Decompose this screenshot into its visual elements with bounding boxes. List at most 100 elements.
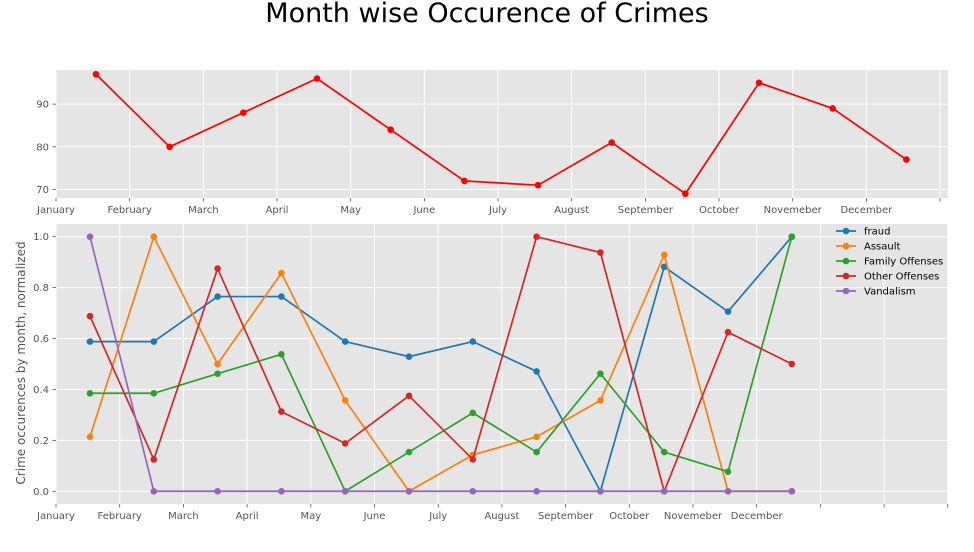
legend-label-fraud: fraud (864, 227, 890, 238)
y-tick-label: 90 (36, 100, 49, 111)
assault-point (597, 397, 604, 404)
series-point (903, 156, 910, 163)
vandalism-point (278, 487, 285, 495)
fraud-point (533, 368, 540, 375)
other-offenses-point (533, 233, 540, 241)
vandalism-point (788, 487, 796, 495)
y-axis-label: Crime occurences by month, normalized (14, 241, 28, 484)
legend-label-family-offenses: Family Offenses (864, 257, 943, 268)
x-tick-label: July (488, 205, 507, 216)
x-tick-label: April (266, 205, 289, 216)
family-offenses-point (278, 351, 285, 358)
vandalism-point (469, 487, 477, 495)
vandalism-point (214, 487, 221, 495)
legend-marker-assault (842, 242, 850, 250)
x-tick-label: January (36, 511, 75, 522)
vandalism-point (660, 487, 668, 495)
y-tick-label: 0.6 (33, 334, 49, 345)
y-tick-label: 80 (36, 142, 49, 153)
vandalism-point (150, 487, 158, 495)
vandalism-point (724, 487, 732, 495)
x-tick-label: June (412, 205, 435, 216)
x-tick-label: June (363, 511, 386, 522)
other-offenses-point (597, 249, 604, 256)
assault-point (278, 269, 285, 277)
other-offenses-point (724, 328, 732, 336)
family-offenses-point (724, 468, 732, 475)
vandalism-point (597, 487, 604, 495)
fraud-point (405, 353, 413, 360)
figure-title: Month wise Occurence of Crimes (265, 0, 708, 29)
assault-point (660, 251, 668, 259)
x-tick-label: February (98, 511, 142, 522)
fraud-point (469, 338, 477, 345)
series-point (313, 75, 321, 82)
other-offenses-point (405, 392, 413, 400)
series-point (92, 70, 100, 78)
x-tick-label: October (699, 205, 740, 216)
family-offenses-line (90, 236, 793, 493)
other-offenses-point (150, 456, 158, 463)
x-tick-label: August (484, 511, 519, 522)
fraud-point (150, 338, 158, 345)
x-tick-label: September (538, 511, 594, 522)
fraud-line (90, 236, 793, 493)
legend-label-other-offenses: Other Offenses (864, 272, 939, 283)
series-point (682, 190, 689, 198)
legend-marker-family-offenses (842, 257, 850, 265)
x-tick-label: December (731, 511, 784, 522)
x-tick-label: May (300, 511, 321, 522)
family-offenses-point (86, 389, 94, 397)
series-point (534, 181, 542, 189)
vandalism-line (89, 236, 792, 493)
x-tick-label: September (618, 205, 674, 216)
other-offenses-point (341, 440, 349, 447)
other-offenses-point (86, 312, 94, 320)
family-offenses-point (469, 409, 477, 417)
vandalism-point (86, 233, 94, 241)
other-offenses-point (214, 265, 221, 272)
fraud-point (341, 338, 349, 345)
family-offenses-point (214, 370, 221, 377)
bottom-chart: January February March April May June July Augu… (33, 224, 949, 522)
series-point (755, 79, 763, 87)
assault-point (214, 360, 221, 368)
family-offenses-point (788, 233, 796, 241)
legend-marker-other-offenses (842, 272, 850, 280)
fraud-point (214, 293, 221, 300)
y-tick-label: 0.2 (33, 436, 49, 447)
x-tick-label: December (840, 205, 893, 216)
series-line (95, 73, 907, 195)
legend-label-assault: Assault (864, 242, 901, 253)
legend: fraud Assault Family Offenses Other Offense… (836, 227, 943, 298)
assault-line (89, 235, 792, 493)
x-tick-label: May (340, 205, 361, 216)
top-chart: January February March April May June July Augu… (36, 70, 948, 216)
x-tick-label: March (168, 511, 198, 522)
x-tick-label: July (428, 511, 447, 522)
vandalism-point (405, 487, 413, 495)
assault-point (533, 433, 540, 441)
series-point (608, 139, 615, 146)
family-offenses-point (660, 448, 668, 456)
assault-point (341, 397, 349, 404)
y-tick-label: 70 (36, 185, 49, 196)
other-offenses-line (89, 235, 793, 493)
fraud-point (86, 338, 94, 345)
x-tick-label: August (554, 205, 589, 216)
vandalism-point (341, 487, 349, 495)
y-tick-label: 0.4 (33, 385, 49, 396)
other-offenses-point (469, 456, 477, 463)
fraud-point (278, 293, 285, 300)
family-offenses-point (405, 448, 413, 456)
y-tick-label: 0.0 (33, 487, 49, 498)
x-tick-label: April (236, 511, 259, 522)
legend-marker-fraud (842, 227, 850, 235)
legend-marker-vandalism (842, 287, 850, 295)
y-tick-label: 0.8 (33, 283, 49, 294)
series-point (166, 143, 173, 151)
series-point (461, 177, 468, 185)
x-tick-label: Novemeber (764, 205, 823, 216)
plot-background (56, 70, 948, 198)
family-offenses-point (150, 389, 158, 397)
